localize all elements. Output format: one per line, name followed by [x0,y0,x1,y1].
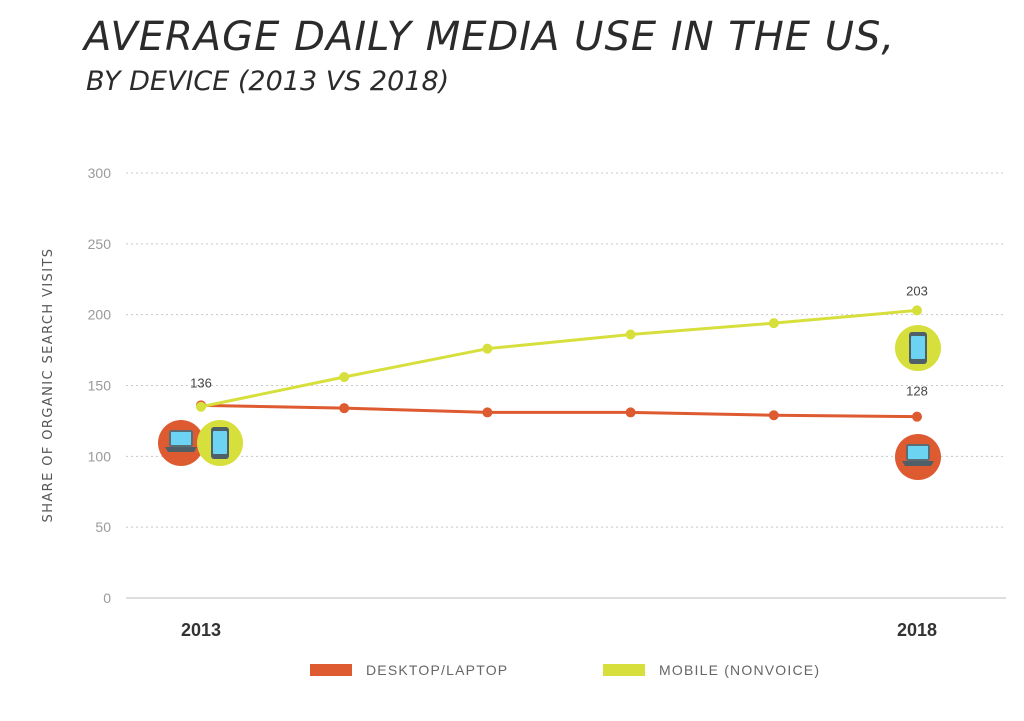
series-line-mobile [200,308,918,409]
data-point [768,318,779,329]
data-point [482,407,493,418]
data-point [482,343,493,354]
laptop-base [902,461,934,466]
data-point [912,305,922,316]
y-tick-label: 300 [88,165,112,181]
legend-swatch-mobile [603,664,645,676]
legend-label-desktop: DESKTOP/LAPTOP [366,662,509,678]
chart-title: AVERAGE DAILY MEDIA USE IN THE US, [84,14,896,60]
laptop-screen [906,444,930,461]
x-tick-label: 2018 [897,620,937,640]
smartphone-icon [895,325,941,371]
laptop-screen [169,430,193,447]
data-label: 203 [906,283,928,298]
legend-swatch-desktop [310,664,352,676]
y-tick-label: 150 [88,378,112,394]
series-line-desktop [200,403,918,419]
data-point [912,411,922,422]
data-point [339,372,350,382]
x-axis-ticks: 2013 2018 [181,620,937,640]
grid-lines [126,172,1006,599]
legend-item-desktop: DESKTOP/LAPTOP [310,662,508,678]
y-tick-label: 0 [103,590,111,606]
data-label: 136 [190,375,212,390]
phone-screen [213,431,227,454]
y-tick-label: 200 [88,307,112,323]
data-point [625,329,636,340]
data-point [625,407,636,418]
legend-item-mobile: MOBILE (NONVOICE) [603,662,820,678]
laptop-base [165,447,197,452]
smartphone-icon [197,420,243,466]
y-axis-label: SHARE OF ORGANIC SEARCH VISITS [41,248,56,523]
device-icons [158,325,941,480]
data-labels: 136 128 203 [190,283,928,398]
data-point [768,410,779,421]
chart-subtitle: BY DEVICE (2013 VS 2018) [86,66,450,97]
data-label: 128 [906,384,928,399]
phone-screen [911,336,925,359]
y-tick-label: 100 [88,448,112,464]
y-axis-ticks: 0 50 100 150 200 250 300 [88,165,112,606]
laptop-icon [895,434,941,480]
data-point [196,401,206,412]
y-tick-label: 50 [95,519,111,535]
data-point [339,403,350,414]
y-tick-label: 250 [88,236,112,252]
legend: DESKTOP/LAPTOP MOBILE (NONVOICE) [0,662,1024,692]
series-lines [196,305,922,422]
legend-label-mobile: MOBILE (NONVOICE) [659,662,821,678]
x-tick-label: 2013 [181,620,221,640]
laptop-icon [158,420,204,466]
